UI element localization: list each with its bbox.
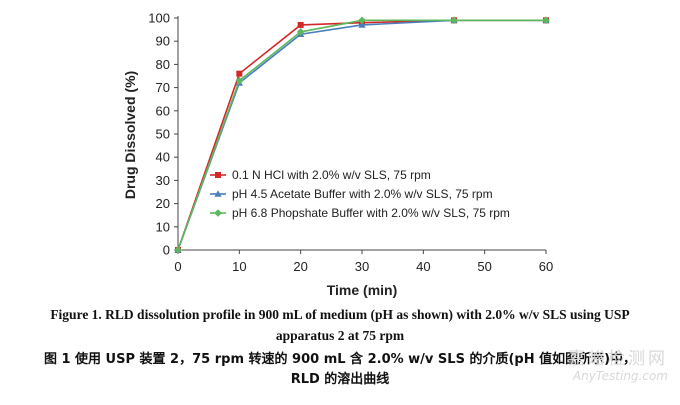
x-tick-label: 60 (539, 259, 553, 274)
y-axis-title: Drug Dissolved (%) (122, 71, 138, 199)
legend-marker (214, 190, 222, 197)
data-point (358, 21, 366, 28)
dissolution-chart: 0 10 20 30 40 50 60 70 80 90 100 0 10 20 30 40 50 60 0.1 … (122, 11, 553, 299)
figure-caption-english: Figure 1. RLD dissolution profile in 900… (0, 304, 680, 346)
x-tick-label: 50 (477, 259, 491, 274)
series-3 (174, 16, 550, 254)
series-line (177, 19, 546, 251)
figure-caption-chinese: 图 1 使用 USP 装置 2，75 rpm 转速的 900 mL 含 2.0%… (0, 350, 680, 390)
legend-marker (214, 209, 222, 217)
y-tick-label: 90 (156, 34, 170, 49)
data-point (236, 70, 243, 77)
legend-label: 0.1 N HCl with 2.0% w/v SLS, 75 rpm (232, 168, 431, 182)
data-point (450, 16, 458, 25)
caption-zh-line-1: 图 1 使用 USP 装置 2，75 rpm 转速的 900 mL 含 2.0%… (43, 352, 637, 367)
x-axis-title: Time (min) (327, 282, 398, 298)
data-point (174, 246, 182, 254)
legend-marker (215, 172, 221, 178)
data-point (297, 21, 304, 28)
legend-item: 0.1 N HCl with 2.0% w/v SLS, 75 rpm (210, 168, 431, 182)
series-layer (174, 16, 550, 254)
y-tick-label: 70 (156, 80, 170, 95)
caption-en-line-1: Figure 1. RLD dissolution profile in 900… (50, 307, 630, 322)
x-tick-label: 40 (416, 259, 430, 274)
y-tick-label: 80 (156, 57, 170, 72)
data-point (235, 76, 244, 85)
legend-item: pH 4.5 Acetate Buffer with 2.0% w/v SLS,… (210, 187, 493, 201)
data-point (542, 16, 550, 25)
caption-zh-line-2: RLD 的溶出曲线 (290, 372, 390, 387)
legend-item: pH 6.8 Phopshate Buffer with 2.0% w/v SL… (210, 206, 510, 220)
y-tick-label: 60 (156, 103, 170, 118)
x-tick-label: 0 (174, 259, 181, 274)
axes: 0 10 20 30 40 50 60 70 80 90 100 0 10 20 30 40 50 60 (148, 11, 553, 275)
y-tick-label: 100 (148, 11, 170, 26)
y-tick-label: 30 (156, 173, 170, 188)
y-tick-label: 10 (156, 219, 170, 234)
legend: 0.1 N HCl with 2.0% w/v SLS, 75 rpm pH 4.… (210, 168, 510, 220)
x-tick-label: 30 (355, 259, 369, 274)
y-tick-label: 0 (163, 243, 170, 258)
data-point (358, 16, 366, 25)
data-point (296, 28, 305, 36)
legend-label: pH 4.5 Acetate Buffer with 2.0% w/v SLS,… (232, 187, 493, 201)
caption-en-line-2: apparatus 2 at 75 rpm (275, 328, 405, 343)
legend-label: pH 6.8 Phopshate Buffer with 2.0% w/v SL… (232, 206, 510, 220)
y-tick-label: 50 (156, 127, 170, 142)
x-tick-label: 10 (232, 259, 246, 274)
y-tick-label: 20 (156, 196, 170, 211)
x-tick-label: 20 (293, 259, 307, 274)
y-tick-label: 40 (156, 150, 170, 165)
